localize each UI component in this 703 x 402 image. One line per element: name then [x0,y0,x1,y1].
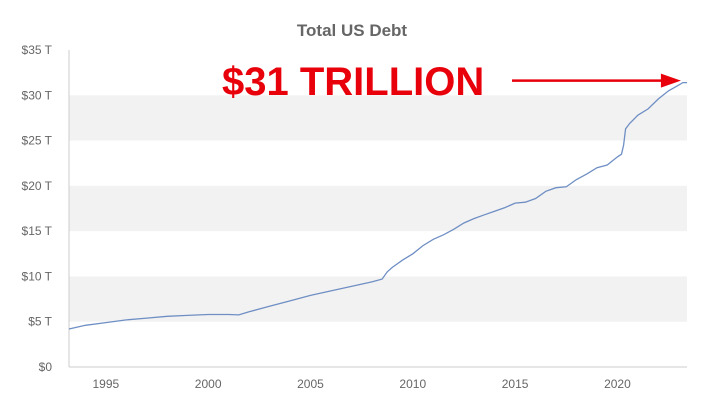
y-tick-label: $10 T [22,269,53,283]
grid-band [69,185,687,232]
x-tick-label: 2000 [195,377,222,391]
x-tick-labels: 1995 2000 2005 2010 2015 2020 [92,377,631,391]
x-tick-label: 2020 [604,377,631,391]
y-tick-label: $15 T [22,224,53,238]
y-tick-label: $25 T [22,134,53,148]
y-tick-labels: $0 $5 T $10 T $15 T $20 T $25 T $30 T $35 T [22,43,53,374]
y-tick-label: $0 [39,360,53,374]
x-tick-label: 2005 [297,377,324,391]
y-tick-label: $5 T [28,315,52,329]
series-line-total-debt [68,81,687,330]
annotation-arrow-head [660,73,681,88]
x-tick-label: 1995 [92,377,119,391]
x-tick-label: 2015 [502,377,529,391]
grid-band [69,276,687,322]
y-tick-label: $30 T [22,88,53,102]
chart-title: Total US Debt [297,21,408,40]
grid-bands [69,95,687,322]
annotation-callout: $31 TRILLION [222,60,484,104]
x-tick-label: 2010 [399,377,426,391]
y-tick-label: $20 T [22,179,53,193]
y-tick-label: $35 T [22,43,53,57]
grid-band [69,95,687,141]
